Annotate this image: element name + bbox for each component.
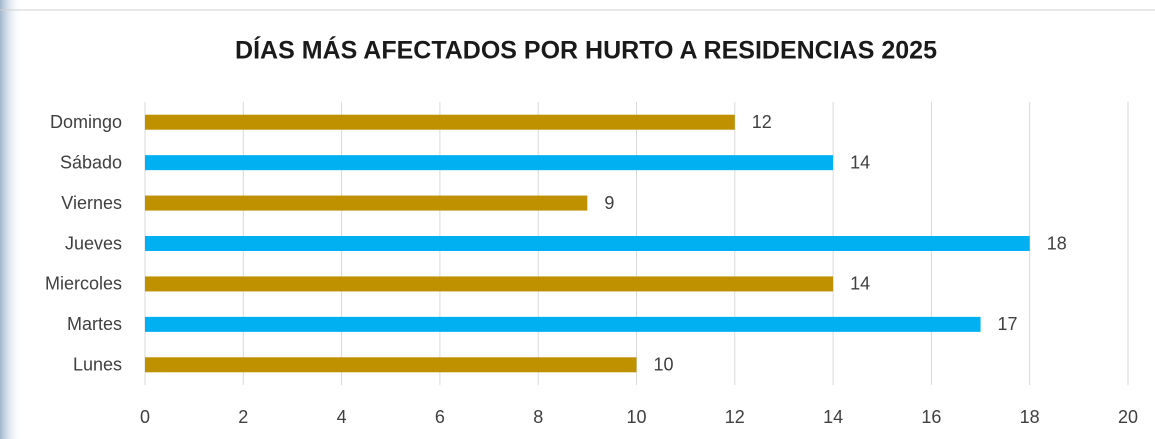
chart-title: DÍAS MÁS AFECTADOS POR HURTO A RESIDENCI… [235,36,937,65]
data-label: 9 [604,193,614,213]
data-label: 10 [654,355,674,375]
y-tick-label: Martes [67,314,122,334]
x-tick-label: 16 [921,407,941,427]
bar [145,236,1030,251]
x-tick-label: 12 [725,407,745,427]
x-tick-label: 18 [1020,407,1040,427]
x-tick-label: 8 [533,407,543,427]
data-label: 18 [1047,233,1067,253]
data-label: 14 [850,274,870,294]
bar [145,357,637,373]
y-tick-label: Sábado [60,152,122,172]
y-tick-label: Jueves [65,233,122,253]
x-tick-label: 10 [626,407,646,427]
y-tick-label: Viernes [61,193,122,213]
x-tick-label: 20 [1118,407,1138,427]
x-tick-label: 6 [435,407,445,427]
x-tick-label: 2 [238,407,248,427]
data-label: 14 [850,152,870,172]
bar [145,114,735,130]
bar [145,276,834,292]
y-tick-label: Miercoles [45,274,122,294]
background-edge [0,0,22,439]
x-tick-label: 4 [337,407,347,427]
data-label: 12 [752,112,772,132]
data-label: 17 [998,314,1018,334]
bar [145,155,834,171]
y-tick-label: Lunes [73,355,122,375]
y-tick-label: Domingo [50,112,122,132]
bar [145,316,981,332]
x-tick-label: 0 [140,407,150,427]
x-tick-label: 14 [823,407,843,427]
bar [145,195,588,211]
